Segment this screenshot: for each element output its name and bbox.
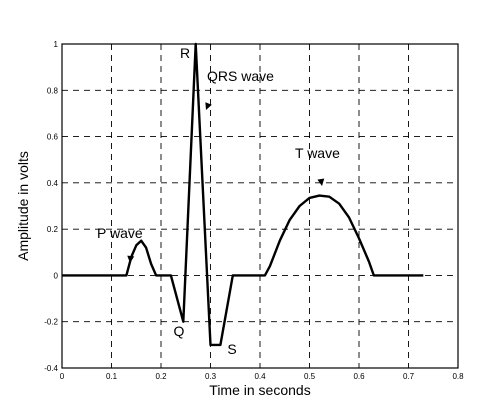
- s-point-label: S: [227, 341, 236, 357]
- q-point-label: Q: [174, 323, 185, 339]
- y-tick-label: -0.4: [44, 364, 58, 373]
- ecg-series-line: [62, 42, 424, 347]
- y-tick-label: 1: [54, 40, 59, 49]
- y-tick-label: 0.4: [47, 179, 59, 188]
- arrow-head: [205, 102, 212, 110]
- x-tick-label: 0.6: [353, 372, 365, 381]
- y-axis-label: Amplitude in volts: [15, 151, 31, 261]
- x-tick-label: 0.1: [106, 372, 118, 381]
- y-tick-label: -0.2: [44, 318, 58, 327]
- y-tick-label: 0.6: [47, 133, 59, 142]
- x-tick-label: 0.4: [254, 372, 266, 381]
- t-wave-label: T wave: [295, 145, 340, 161]
- annotation-arrows: [127, 102, 325, 263]
- plot-frame: [61, 43, 459, 369]
- x-tick-label: 0.8: [452, 372, 464, 381]
- y-tick-label: 0.8: [47, 86, 59, 95]
- arrow-head: [317, 178, 325, 186]
- x-tick-label: 0.7: [403, 372, 415, 381]
- x-axis-ticks: 0 0.1 0.2 0.3 0.4 0.5 0.6 0.7 0.8: [60, 372, 464, 381]
- r-peak-label: R: [180, 45, 190, 61]
- p-wave-label: P wave: [97, 225, 143, 241]
- grid-lines: [62, 44, 458, 368]
- qrs-wave-label: QRS wave: [207, 68, 274, 84]
- x-tick-label: 0.3: [205, 372, 217, 381]
- x-tick-label: 0.5: [304, 372, 316, 381]
- y-tick-label: 0.2: [47, 225, 59, 234]
- arrow-head: [127, 255, 135, 263]
- annotations: P wave QRS wave T wave R Q S: [97, 45, 340, 357]
- x-tick-label: 0: [60, 372, 65, 381]
- x-axis-label: Time in seconds: [209, 382, 310, 398]
- y-tick-label: 0: [54, 271, 59, 280]
- y-axis-ticks: -0.4 -0.2 0 0.2 0.4 0.6 0.8 1: [44, 40, 58, 373]
- x-tick-label: 0.2: [155, 372, 167, 381]
